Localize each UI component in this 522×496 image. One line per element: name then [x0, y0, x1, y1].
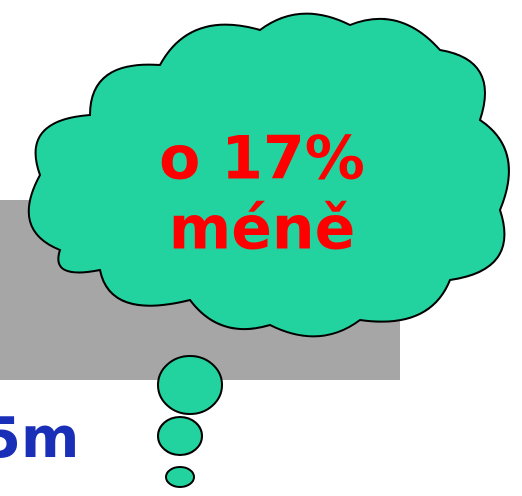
thought-bubble	[158, 417, 202, 455]
thought-bubble	[158, 356, 222, 414]
scene: 5m o 17% méně	[0, 0, 522, 492]
thought-bubble	[166, 467, 194, 487]
caption: 5m	[0, 406, 79, 471]
cloud-text: méně	[169, 194, 356, 264]
page: 5m o 17% méně (() => { const data = JSON…	[0, 0, 522, 492]
cloud-text: o 17%	[159, 124, 365, 194]
